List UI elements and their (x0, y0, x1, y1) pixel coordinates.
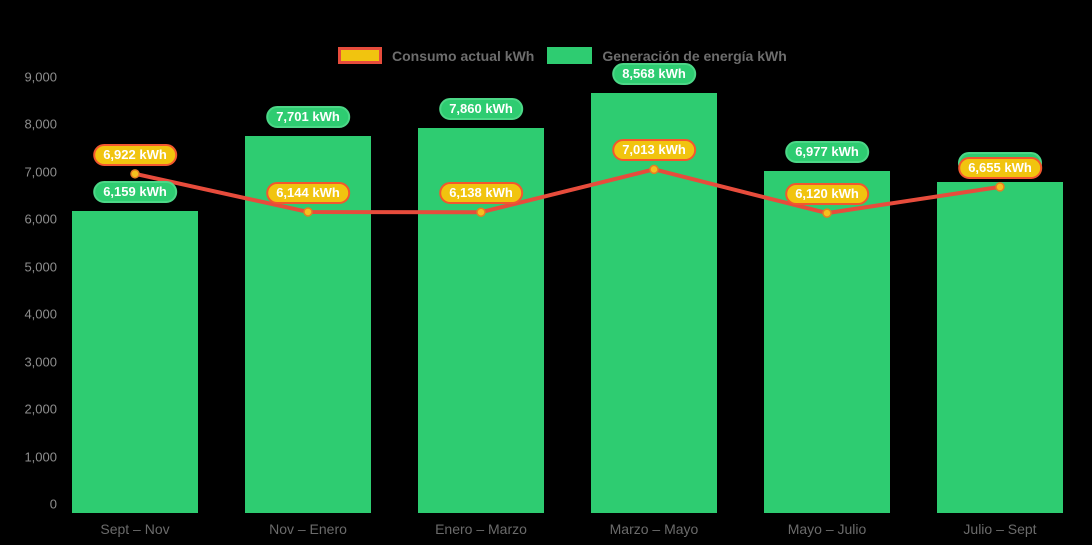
consumo-legend-swatch-icon (338, 47, 382, 64)
legend-item-generacion[interactable]: Generación de energía kWh (547, 47, 787, 64)
consumo-label-pill-3: 6,138 kWh (439, 182, 523, 205)
generacion-label-pill-4: 8,568 kWh (612, 63, 696, 86)
consumo-label-pill-4: 7,013 kWh (612, 139, 696, 162)
x-axis-label-5: Mayo – Julio (787, 521, 867, 537)
generacion-bar-6[interactable] (937, 182, 1063, 513)
consumo-point-6[interactable] (995, 182, 1005, 192)
x-axis-label-2: Nov – Enero (269, 521, 347, 537)
y-axis-tick-label: 2,000 (24, 401, 57, 417)
y-axis-tick-label: 9,000 (24, 69, 57, 85)
generacion-label-pill-3: 7,860 kWh (439, 97, 523, 120)
generacion-label-pill-5: 6,977 kWh (785, 141, 869, 164)
generacion-legend-label: Generación de energía kWh (602, 47, 787, 64)
consumo-point-4[interactable] (649, 164, 659, 175)
y-axis-tick-label: 8,000 (24, 116, 57, 132)
consumo-point-5[interactable] (822, 208, 832, 218)
x-axis-label-1: Sept – Nov (100, 521, 170, 537)
generacion-label-pill-2: 7,701 kWh (266, 105, 350, 128)
consumo-label-pill-5: 6,120 kWh (785, 183, 869, 206)
x-axis-label-6: Julio – Sept (963, 521, 1037, 537)
consumo-label-pill-2: 6,144 kWh (266, 181, 350, 204)
chart-legend: Consumo actual kWh Generación de energía… (338, 47, 787, 64)
y-axis-tick-label: 0 (49, 496, 57, 512)
generacion-label-pill-1: 6,159 kWh (93, 181, 177, 204)
y-axis-tick-label: 3,000 (24, 354, 57, 370)
consumo-label-pill-6: 6,655 kWh (958, 156, 1042, 179)
consumo-point-3[interactable] (476, 207, 486, 217)
y-axis-tick-label: 7,000 (24, 164, 57, 180)
generacion-legend-swatch-icon (547, 47, 593, 64)
y-axis-tick-label: 1,000 (24, 449, 57, 465)
y-axis-tick-label: 4,000 (24, 306, 57, 322)
y-axis-tick-label: 5,000 (24, 259, 57, 275)
consumo-point-2[interactable] (303, 207, 313, 217)
generacion-bar-4[interactable] (591, 93, 717, 513)
generacion-bar-5[interactable] (764, 171, 890, 513)
legend-item-consumo[interactable]: Consumo actual kWh (338, 47, 534, 64)
consumo-label-pill-1: 6,922 kWh (93, 143, 177, 166)
x-axis-label-3: Enero – Marzo (435, 521, 527, 537)
y-axis-tick-label: 6,000 (24, 211, 57, 227)
x-axis-label-4: Marzo – Mayo (609, 521, 699, 537)
generacion-bar-1[interactable] (72, 211, 198, 513)
consumo-point-1[interactable] (130, 169, 140, 179)
consumo-legend-label: Consumo actual kWh (392, 47, 535, 64)
